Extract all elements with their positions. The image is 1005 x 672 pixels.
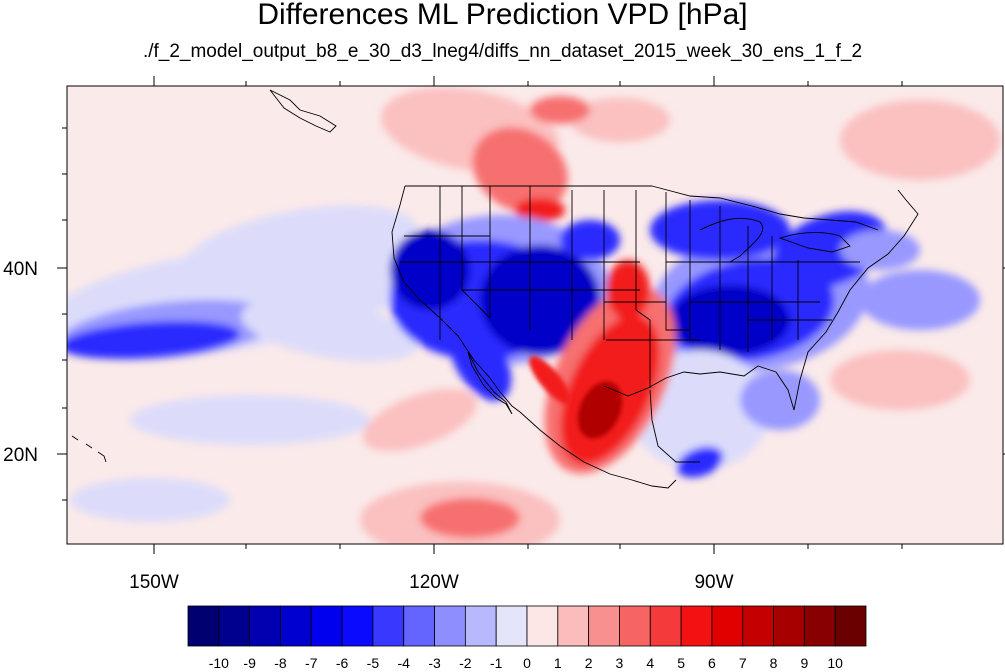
- mid-red-region: [530, 96, 590, 124]
- lon-tick-label: 150W: [129, 572, 179, 593]
- colorbar-label: 7: [739, 655, 747, 671]
- deep-blue-region: [480, 245, 600, 355]
- colorbar-swatch: [742, 605, 774, 647]
- mid-blue-region: [860, 270, 980, 330]
- colorbar-label: 1: [554, 655, 562, 671]
- colorbar-label: -7: [305, 655, 318, 671]
- colorbar-swatch: [834, 605, 867, 647]
- colorbar-label: -10: [209, 655, 229, 671]
- colorbar-swatch: [310, 605, 343, 647]
- difference-contours: [67, 87, 1000, 544]
- strong-blue-region: [448, 319, 512, 401]
- colorbar-swatch: [711, 605, 744, 647]
- colorbar-swatch: [372, 605, 405, 647]
- deep-blue-region: [670, 285, 790, 355]
- mid-blue-region: [740, 370, 820, 430]
- colorbar-label: 0: [523, 655, 531, 671]
- strong-blue-region: [67, 320, 240, 360]
- colorbar-swatch: [218, 605, 251, 647]
- light-red-region: [840, 100, 1000, 180]
- mid-blue-region: [840, 230, 920, 270]
- colorbar-label: 6: [708, 655, 716, 671]
- colorbar-swatch: [434, 605, 466, 647]
- colorbar-swatch: [557, 605, 590, 647]
- mid-red-region: [472, 127, 568, 213]
- light-blue-region: [130, 395, 370, 445]
- lon-tick-label: 120W: [409, 572, 459, 593]
- colorbar-swatch: [619, 605, 651, 647]
- colorbar-swatch: [680, 605, 713, 647]
- colorbar-swatch: [495, 605, 528, 647]
- coastlines-and-borders: [71, 89, 919, 489]
- light-blue-region: [241, 298, 419, 362]
- map-title: Differences ML Prediction VPD [hPa]: [257, 0, 748, 31]
- light-blue-region: [181, 205, 419, 295]
- colorbar-label: -4: [398, 655, 411, 671]
- deep-red-region: [577, 381, 623, 439]
- mid-red-region: [420, 498, 520, 538]
- light-red-region: [362, 388, 478, 452]
- colorbar-label: -8: [274, 655, 287, 671]
- difference-contours-core: [529, 356, 623, 439]
- colorbar-swatch: [341, 605, 374, 647]
- light-blue-region: [70, 478, 230, 522]
- colorbar-swatch: [649, 605, 682, 647]
- colorbar-swatch: [464, 605, 497, 647]
- light-red-region: [570, 98, 670, 142]
- colorbar-swatch: [403, 605, 435, 647]
- strong-red-region: [529, 356, 571, 404]
- colorbar-label: 3: [616, 655, 624, 671]
- colorbar-label: -2: [459, 655, 472, 671]
- lat-tick-label: 40N: [3, 259, 38, 280]
- colorbar-swatch: [280, 605, 312, 647]
- colorbar-label: 8: [770, 655, 778, 671]
- strong-blue-region: [560, 220, 620, 260]
- colorbar-swatch: [249, 605, 281, 647]
- deep-blue-region: [390, 230, 470, 310]
- colorbar-swatch: [773, 605, 805, 647]
- colorbar-label: 10: [827, 655, 843, 671]
- colorbar-label: 2: [585, 655, 593, 671]
- colorbar-swatch: [187, 605, 220, 647]
- map-frame: [66, 85, 1004, 545]
- map-subtitle: ./f_2_model_output_b8_e_30_d3_lneg4/diff…: [142, 41, 863, 62]
- colorbar-label: 9: [800, 655, 808, 671]
- colorbar-label: -3: [428, 655, 441, 671]
- map-field: [67, 86, 1003, 544]
- colorbar: -10 -9 -8 -7 -6 -5 -4 -3 -2 -1 0 1 2 3 4 5 6 7 8 9 10: [187, 605, 867, 671]
- colorbar-label: -5: [367, 655, 380, 671]
- colorbar-swatch: [803, 605, 836, 647]
- colorbar-label: 4: [646, 655, 654, 671]
- colorbar-label: 5: [677, 655, 685, 671]
- strong-red-region: [515, 198, 565, 222]
- colorbar-label: -1: [490, 655, 503, 671]
- lat-tick-label: 20N: [3, 445, 38, 466]
- colorbar-swatch: [526, 605, 559, 647]
- light-red-region: [830, 350, 970, 410]
- colorbar-swatch: [588, 605, 620, 647]
- strong-blue-region: [772, 211, 888, 289]
- lon-tick-label: 90W: [694, 572, 733, 593]
- colorbar-label: -9: [243, 655, 256, 671]
- colorbar-label: -6: [336, 655, 349, 671]
